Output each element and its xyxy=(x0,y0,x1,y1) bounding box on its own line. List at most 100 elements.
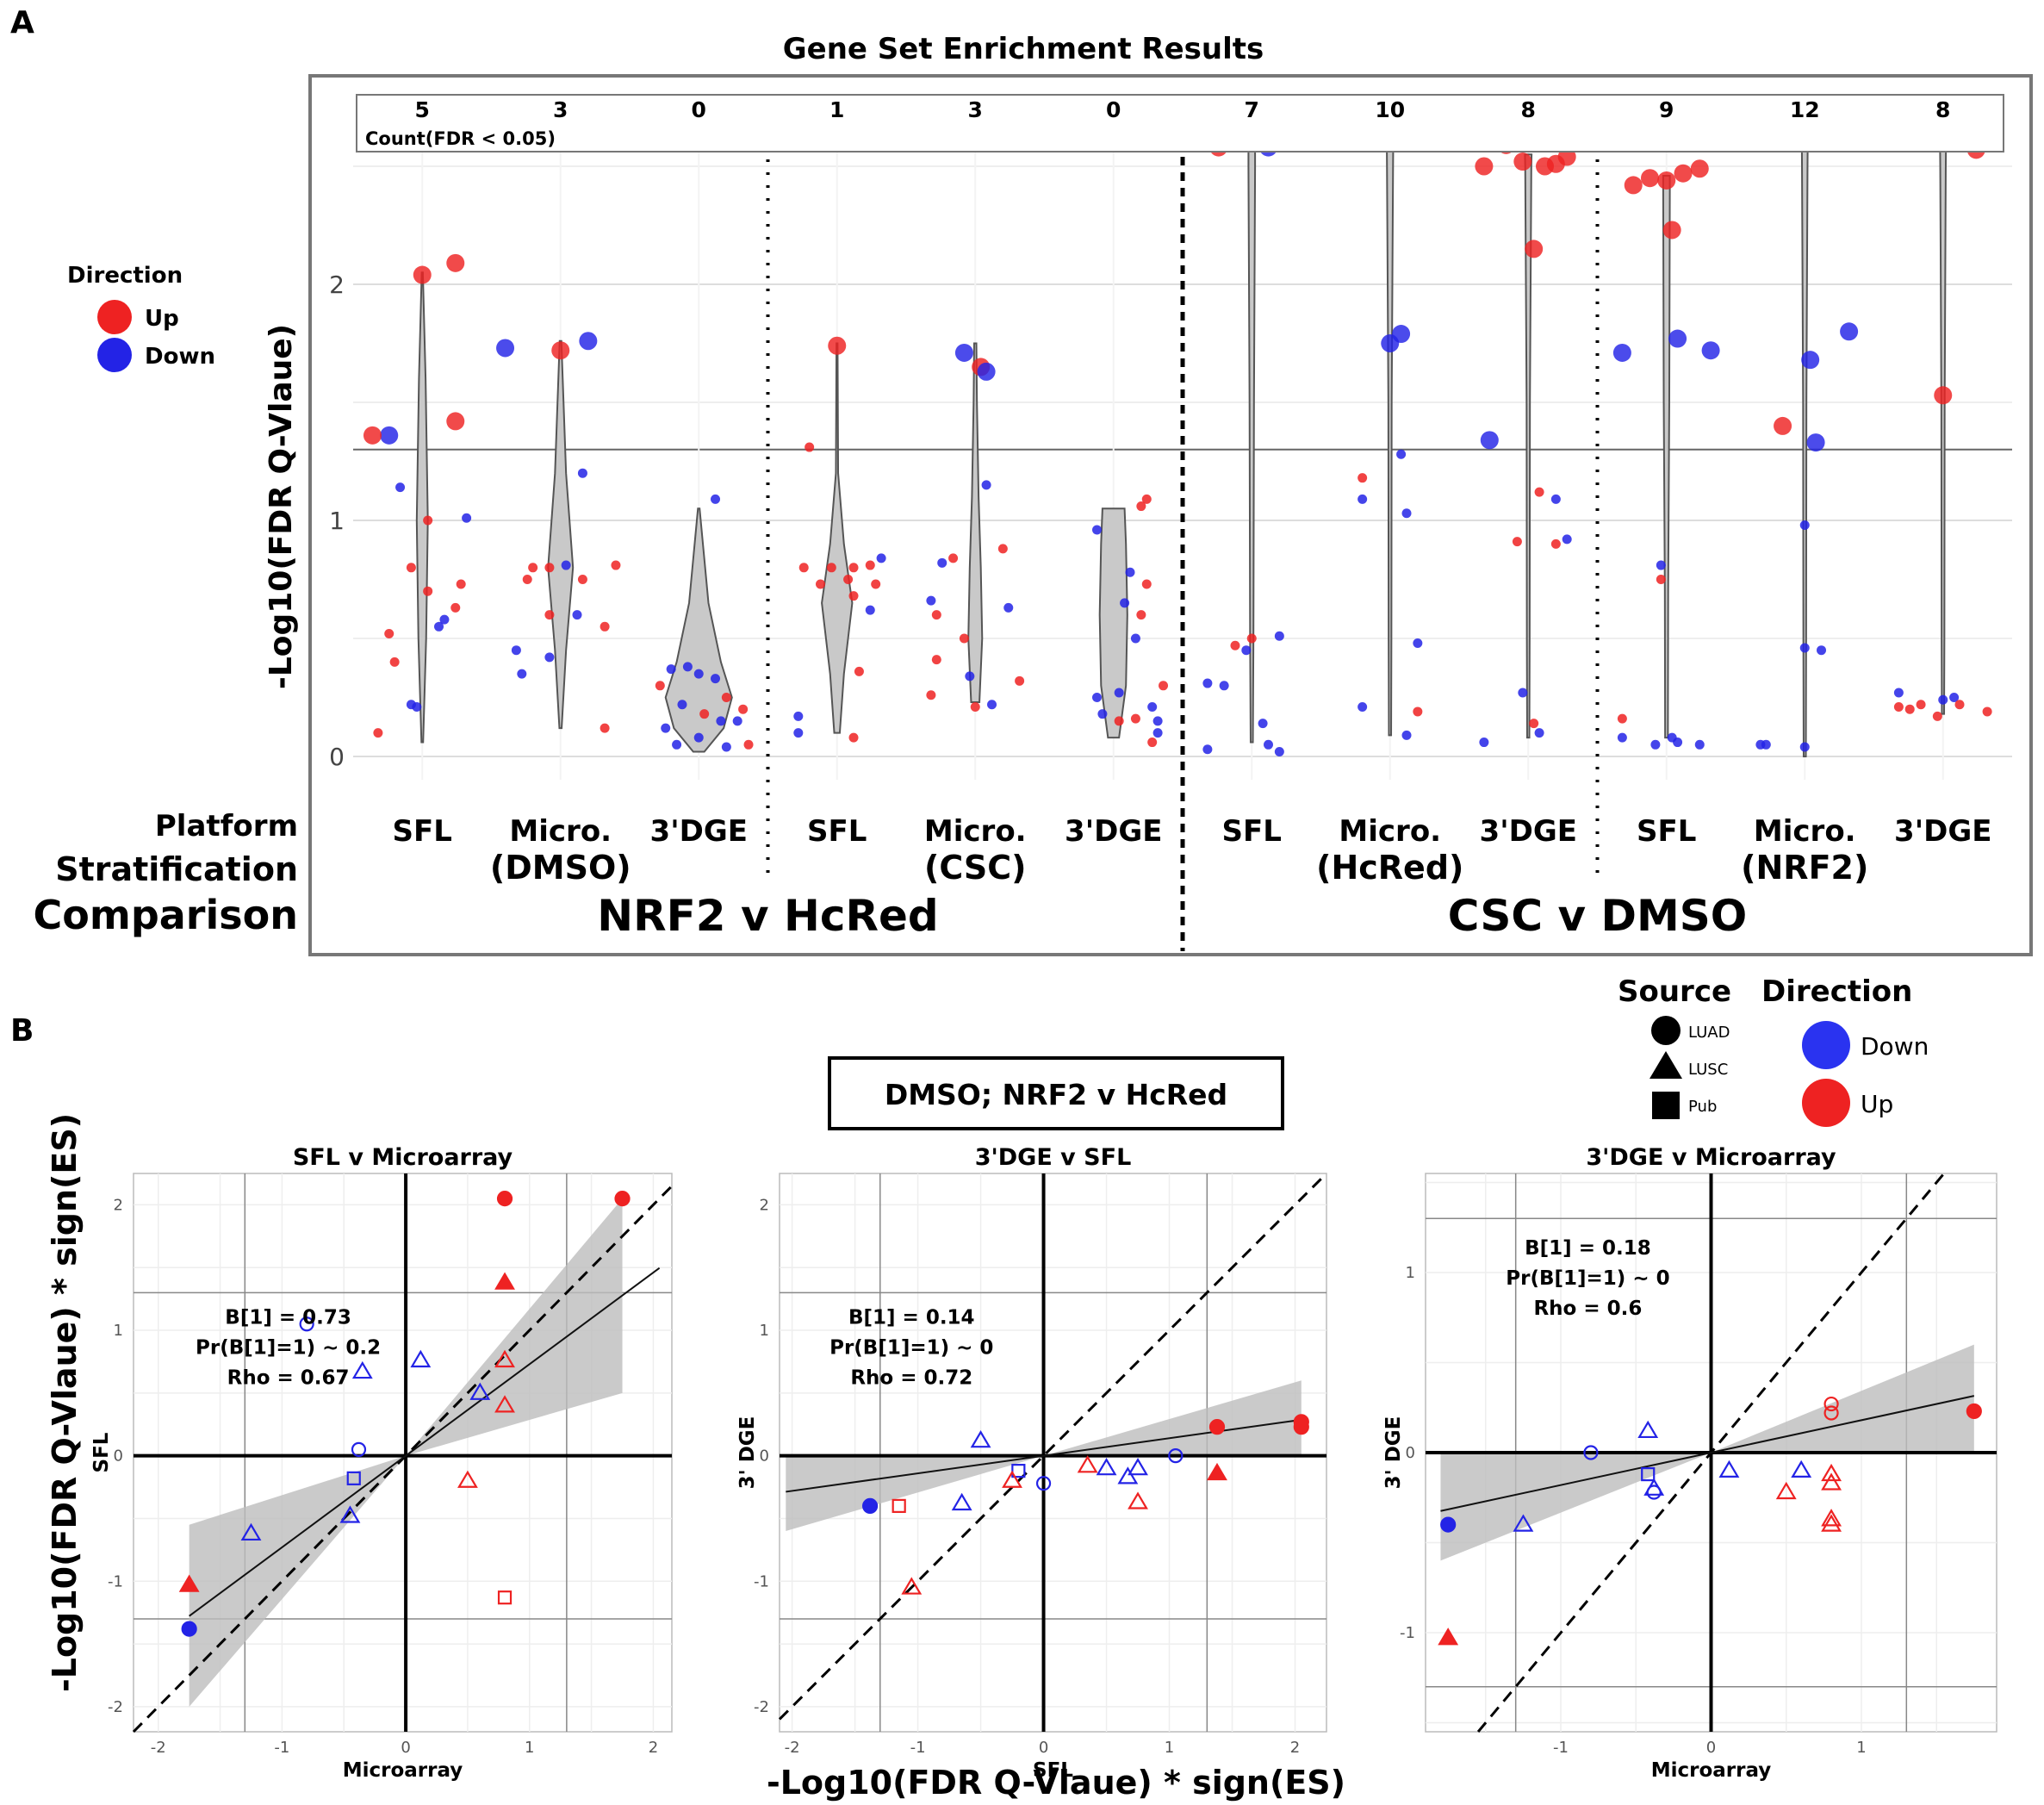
point-small xyxy=(600,723,610,733)
point-luad xyxy=(496,1191,513,1207)
scatter-title: 3'DGE v SFL xyxy=(975,1144,1132,1171)
point-lusc xyxy=(1096,1458,1117,1476)
point-significant xyxy=(1801,351,1820,370)
point-lusc xyxy=(1207,1462,1227,1481)
point-small xyxy=(1916,700,1926,710)
violin-1-1 xyxy=(967,342,984,703)
stratification-label: (HcRed) xyxy=(1316,849,1463,887)
stratification-label: (NRF2) xyxy=(1741,849,1868,887)
point-small xyxy=(743,739,754,750)
point-small xyxy=(1246,633,1257,644)
stats-annotation: Rho = 0.6 xyxy=(1533,1298,1642,1320)
point-small xyxy=(1656,560,1666,570)
count-value: 12 xyxy=(1790,97,1820,122)
y-tick-label: 2 xyxy=(329,271,345,299)
point-lusc xyxy=(1821,1463,1842,1482)
legend-pub-marker xyxy=(1652,1092,1680,1119)
point-pub xyxy=(1641,1466,1656,1482)
x-tick-label: -1 xyxy=(910,1739,926,1757)
point-lusc xyxy=(951,1492,972,1511)
legend-lusc-marker xyxy=(1649,1051,1682,1079)
point-small xyxy=(1130,713,1140,724)
point-small xyxy=(1202,744,1213,755)
scatter-x-label: SFL xyxy=(1033,1759,1073,1782)
point-small xyxy=(793,728,804,738)
point-small xyxy=(522,575,532,584)
point-lusc xyxy=(1791,1460,1812,1478)
data-points xyxy=(363,116,1992,757)
point-small xyxy=(826,563,836,573)
point-lusc xyxy=(410,1349,432,1368)
direction-legend-title: Direction xyxy=(1761,974,1912,1009)
y-tick-label: -1 xyxy=(108,1572,123,1590)
point-luad xyxy=(1823,1405,1839,1421)
point-small xyxy=(1258,719,1268,729)
point-small xyxy=(1413,638,1423,648)
point-small xyxy=(1673,738,1683,748)
platform-label: 3'DGE xyxy=(650,814,748,849)
y-tick-label: 1 xyxy=(1406,1264,1415,1282)
point-lusc xyxy=(901,1577,923,1595)
point-small xyxy=(1617,732,1627,743)
legend-b-up-label: Up xyxy=(1861,1090,1893,1118)
point-lusc xyxy=(1637,1420,1659,1439)
x-tick-label: 1 xyxy=(525,1739,534,1757)
point-small xyxy=(1357,494,1368,504)
point-significant xyxy=(579,332,598,351)
y-tick-label: 2 xyxy=(760,1196,769,1214)
point-lusc xyxy=(1513,1514,1534,1532)
point-small xyxy=(699,709,710,719)
point-small xyxy=(389,657,400,667)
point-significant xyxy=(977,362,996,381)
point-significant xyxy=(1690,159,1709,178)
point-small xyxy=(711,494,721,504)
point-small xyxy=(528,563,538,573)
point-small xyxy=(1534,728,1544,738)
point-lusc xyxy=(1128,1491,1148,1509)
point-small xyxy=(1357,701,1368,712)
point-significant xyxy=(1392,325,1411,344)
scatter-x-label: Microarray xyxy=(343,1759,463,1782)
point-small xyxy=(577,575,587,584)
point-small xyxy=(1799,643,1810,653)
point-luad xyxy=(1440,1516,1457,1533)
point-small xyxy=(423,586,433,596)
row-label-stratification: Stratification xyxy=(55,850,298,888)
comparison-label: CSC v DMSO xyxy=(1448,891,1748,941)
platform-label: Micro. xyxy=(1339,814,1441,849)
point-small xyxy=(1401,508,1412,519)
point-small xyxy=(970,701,980,712)
point-small xyxy=(1550,494,1561,504)
point-luad xyxy=(351,1441,367,1457)
point-lusc xyxy=(178,1574,200,1592)
point-luad xyxy=(1168,1448,1184,1464)
y-tick-label: 0 xyxy=(1406,1444,1415,1462)
point-small xyxy=(805,442,815,452)
point-lusc xyxy=(494,1349,515,1368)
point-small xyxy=(544,610,555,620)
x-tick-label: 2 xyxy=(1290,1739,1300,1757)
count-value: 9 xyxy=(1659,97,1674,122)
point-small xyxy=(517,669,527,679)
point-luad xyxy=(1823,1396,1839,1412)
point-small xyxy=(1413,706,1423,717)
violins xyxy=(415,129,1948,757)
scatter-title: SFL v Microarray xyxy=(293,1144,513,1171)
scatter-3dge-v-sfl: -2 -1 0 1 2 -2 -1 0 1 2 3'DGE v SFL SFL 3' DGE B[1] =… xyxy=(736,1144,1328,1782)
point-lusc xyxy=(1117,1466,1139,1484)
point-lusc xyxy=(1821,1472,1842,1491)
point-lusc xyxy=(1821,1509,1842,1527)
stratification-label: (CSC) xyxy=(924,849,1027,887)
point-small xyxy=(948,553,959,563)
x-tick-label: -1 xyxy=(274,1739,289,1757)
point-luad xyxy=(1293,1419,1309,1435)
count-values: 5 3 0 1 3 0 7 10 8 9 12 8 xyxy=(415,97,1951,122)
point-luad xyxy=(1583,1445,1599,1460)
legend-up-marker xyxy=(97,300,132,334)
y-tick-label: 0 xyxy=(760,1447,769,1466)
point-small xyxy=(1141,494,1152,504)
count-value: 10 xyxy=(1375,97,1405,122)
point-lusc xyxy=(970,1430,991,1448)
platform-label: SFL xyxy=(393,814,452,849)
point-small xyxy=(793,711,804,721)
